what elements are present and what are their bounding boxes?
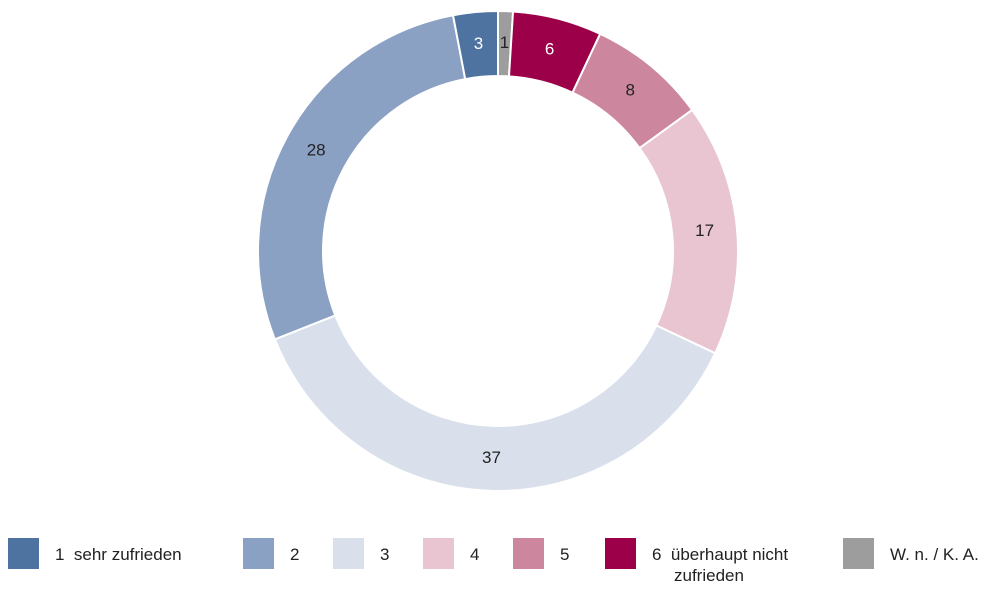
donut-segment	[257, 14, 467, 341]
legend-item: 4	[423, 538, 479, 569]
data-label: 37	[482, 448, 501, 467]
data-label: 17	[695, 221, 714, 240]
legend-item: 1 sehr zufrieden	[8, 538, 182, 569]
legend-label: 5	[560, 545, 570, 564]
data-label: 6	[545, 40, 554, 59]
legend-swatch	[333, 538, 364, 569]
legend-label: 6 überhaupt nicht zufrieden	[652, 545, 793, 585]
data-label: 28	[307, 141, 326, 160]
legend-swatch	[8, 538, 39, 569]
donut-segment	[451, 9, 499, 81]
legend-item: 3	[333, 538, 389, 569]
data-label: 1	[500, 33, 509, 52]
legend-label: 1 sehr zufrieden	[55, 545, 182, 564]
legend-swatch	[423, 538, 454, 569]
legend-swatch	[843, 538, 874, 569]
legend-label: 4	[470, 545, 480, 564]
legend-swatch	[243, 538, 274, 569]
legend-swatch	[513, 538, 544, 569]
legend-label: 3	[380, 545, 390, 564]
data-label: 8	[626, 81, 635, 100]
legend-swatch	[605, 538, 636, 569]
legend-label: 2	[290, 545, 300, 564]
donut-segment	[638, 108, 739, 355]
legend-item: 5	[513, 538, 569, 569]
legend-label: W. n. / K. A.	[890, 545, 979, 564]
legend-item: 2	[243, 538, 299, 569]
legend-item: 6 überhaupt nicht zufrieden	[605, 538, 824, 586]
chart: 1 6 8 17 37 28 3	[257, 9, 739, 492]
legend: 1 sehr zufrieden 2 3 4 5 6 überhaupt nicht zu…	[0, 538, 995, 590]
data-label: 3	[474, 34, 483, 53]
donut-segment	[273, 314, 717, 492]
legend-item: W. n. / K. A.	[843, 538, 979, 569]
